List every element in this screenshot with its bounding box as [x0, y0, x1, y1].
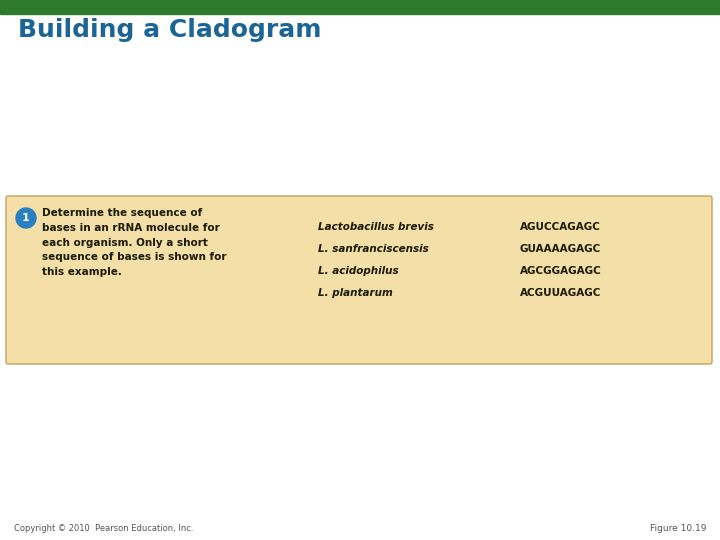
Text: AGUCCAGAGC: AGUCCAGAGC [520, 222, 601, 232]
Text: L. plantarum: L. plantarum [318, 288, 392, 298]
Text: ACGUUAGAGC: ACGUUAGAGC [520, 288, 601, 298]
Text: L. sanfranciscensis: L. sanfranciscensis [318, 244, 428, 254]
Text: GUAAAAGAGC: GUAAAAGAGC [520, 244, 601, 254]
FancyBboxPatch shape [6, 196, 712, 364]
Text: Building a Cladogram: Building a Cladogram [18, 18, 322, 42]
Text: Determine the sequence of
bases in an rRNA molecule for
each organism. Only a sh: Determine the sequence of bases in an rR… [42, 208, 227, 277]
Bar [0, 0, 720, 14]
Circle shape [16, 208, 36, 228]
Text: Copyright © 2010  Pearson Education, Inc.: Copyright © 2010 Pearson Education, Inc. [14, 524, 194, 533]
Text: Figure 10.19: Figure 10.19 [649, 524, 706, 533]
Text: AGCGGAGAGC: AGCGGAGAGC [520, 266, 602, 276]
Text: L. acidophilus: L. acidophilus [318, 266, 399, 276]
Text: Lactobacillus brevis: Lactobacillus brevis [318, 222, 434, 232]
Text: 1: 1 [22, 213, 30, 223]
